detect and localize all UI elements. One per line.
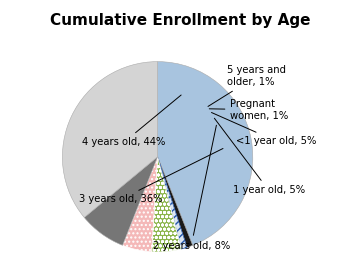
Wedge shape [158, 157, 193, 247]
Wedge shape [152, 157, 181, 252]
Wedge shape [122, 157, 158, 252]
Text: Pregnant
women, 1%: Pregnant women, 1% [209, 99, 289, 121]
Wedge shape [158, 62, 253, 245]
Wedge shape [84, 157, 158, 245]
Text: 3 years old, 36%: 3 years old, 36% [79, 148, 223, 204]
Text: <1 year old, 5%: <1 year old, 5% [211, 113, 316, 146]
Text: 4 years old, 44%: 4 years old, 44% [82, 95, 181, 147]
Text: 2 years old, 8%: 2 years old, 8% [153, 125, 230, 251]
Text: 5 years and
older, 1%: 5 years and older, 1% [208, 65, 286, 106]
Text: 1 year old, 5%: 1 year old, 5% [214, 118, 305, 195]
Wedge shape [158, 157, 187, 249]
Wedge shape [62, 62, 158, 218]
Title: Cumulative Enrollment by Age: Cumulative Enrollment by Age [50, 13, 310, 28]
